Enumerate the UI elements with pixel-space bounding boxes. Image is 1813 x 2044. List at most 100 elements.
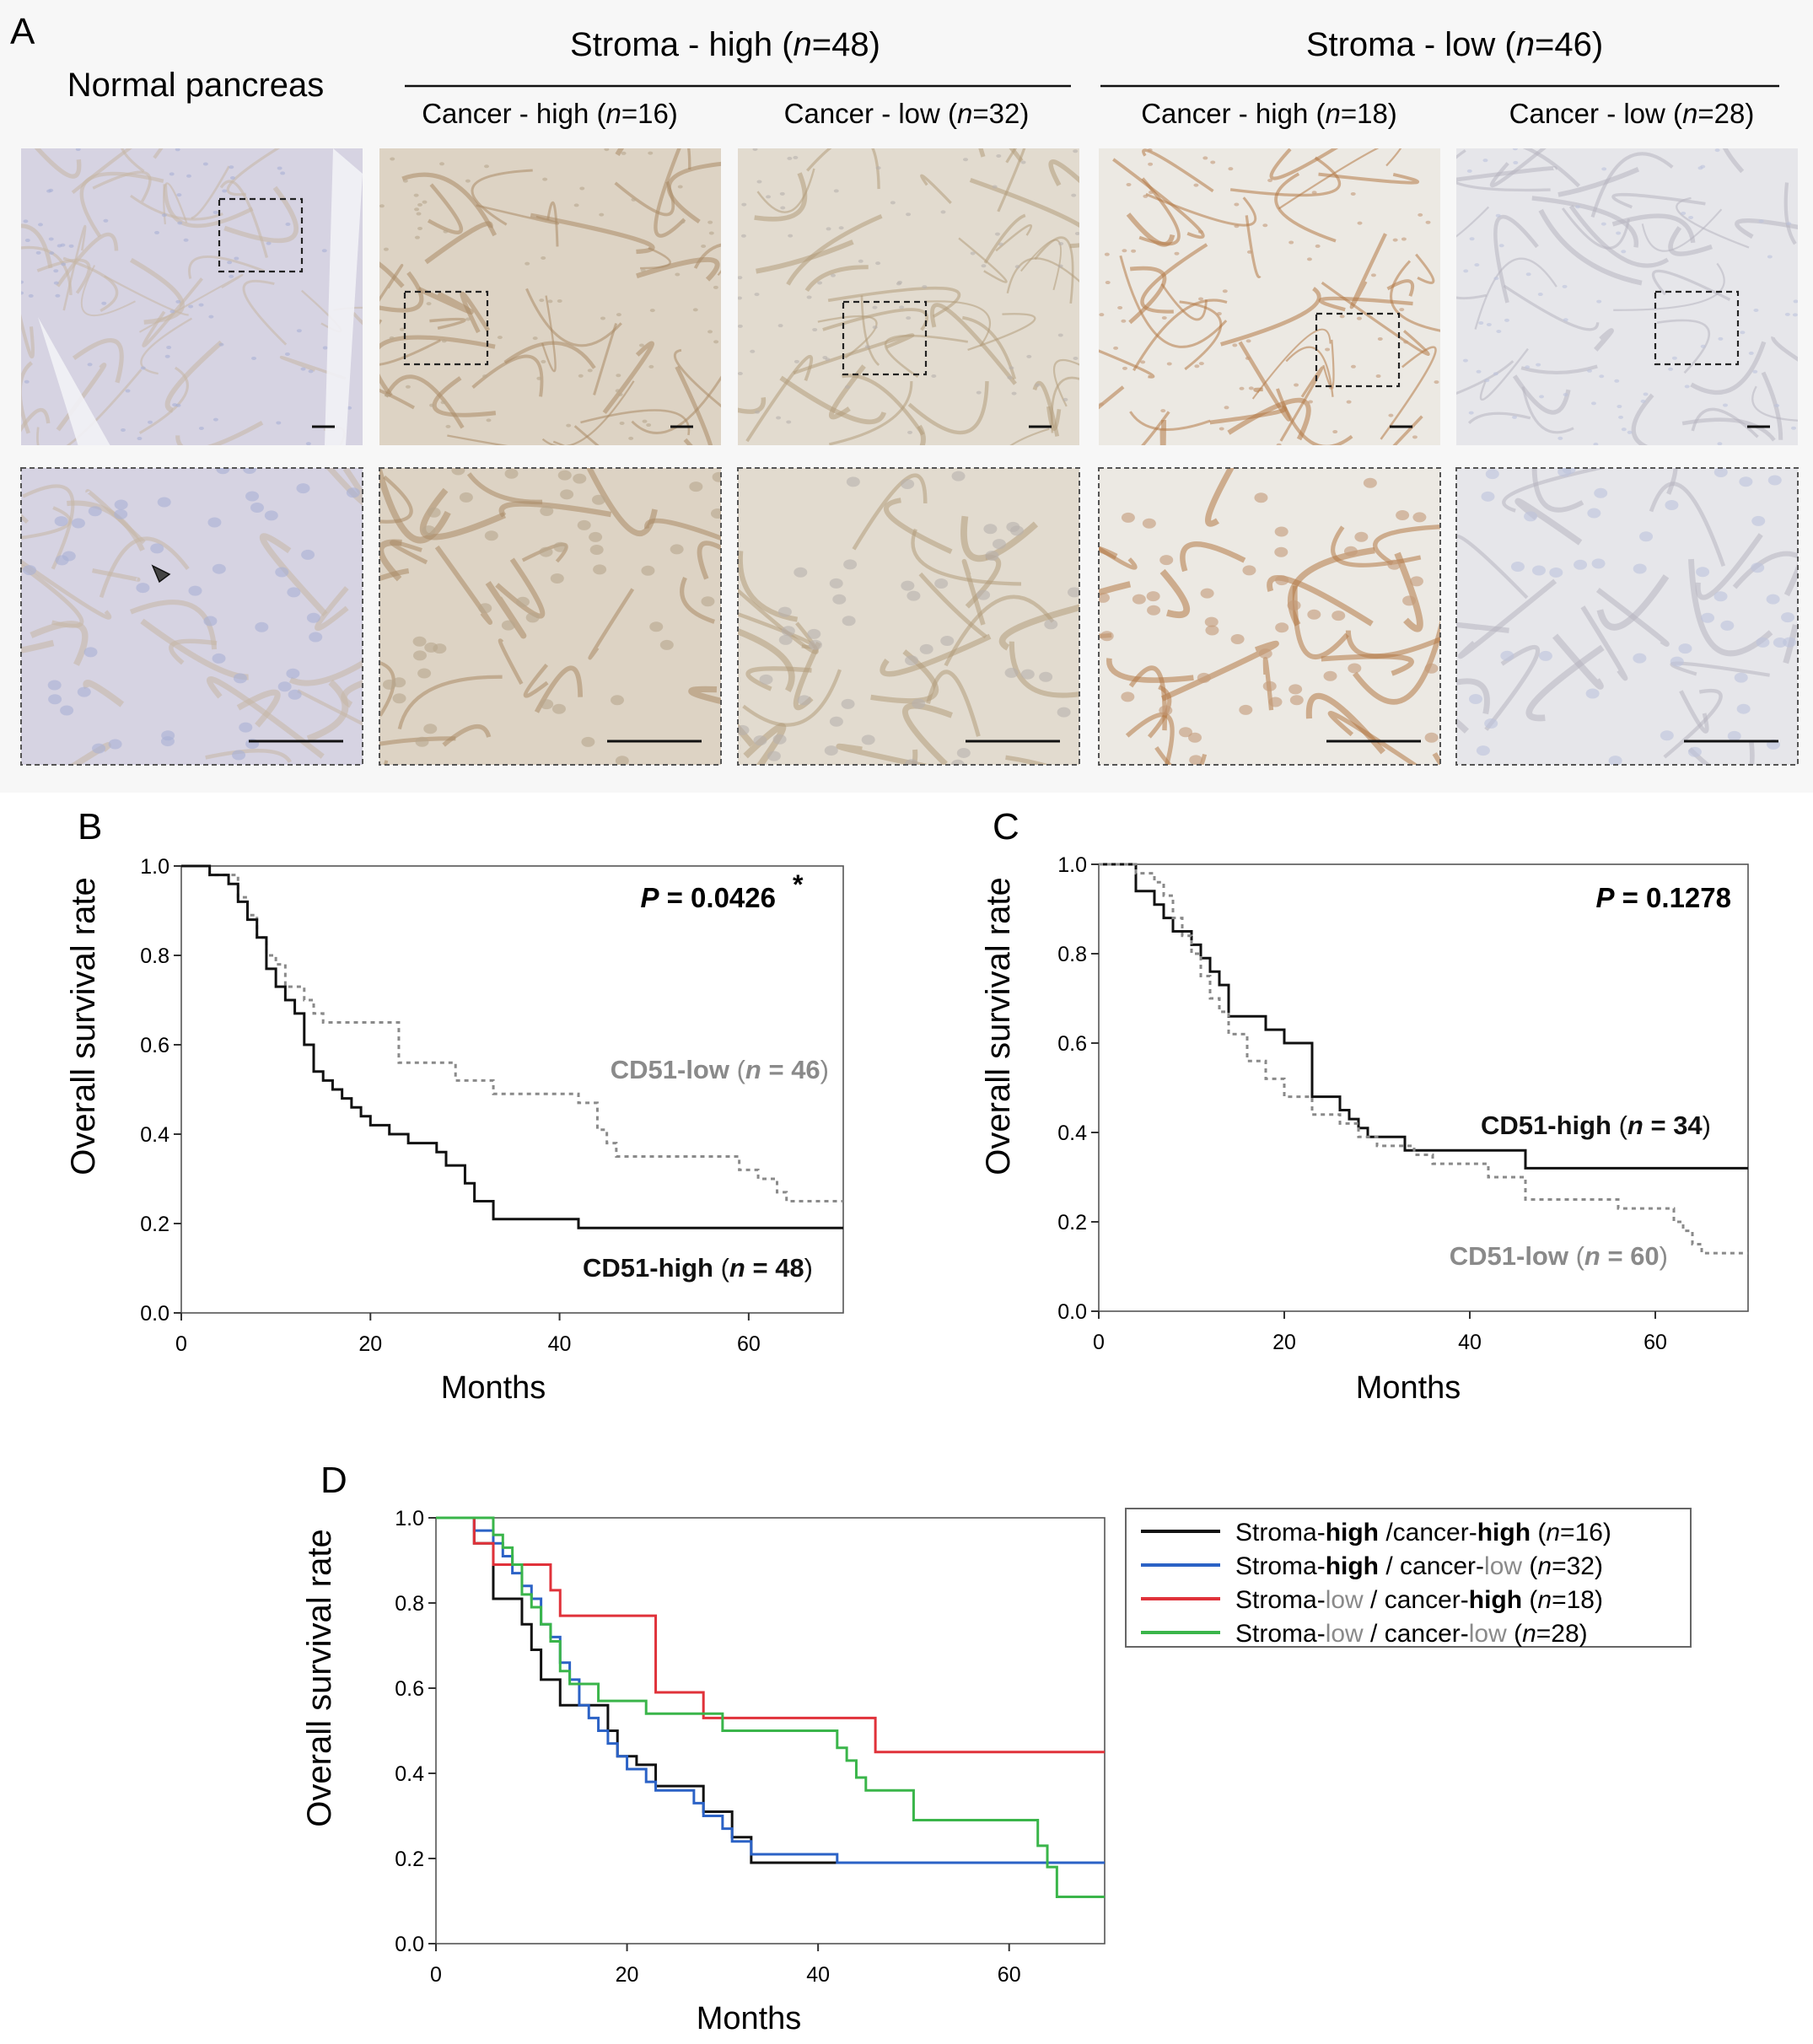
panel-d-letter: D [320,1460,347,1501]
high-mag-frame [379,467,722,766]
x-tick-label: 60 [1644,1331,1667,1354]
zoom-region-box [403,290,489,366]
high-mag-frame [737,467,1080,766]
panel-c-legend-cd51-low: CD51-low (n = 60) [1450,1241,1668,1271]
panel-c-p-value: P = 0.1278 [1595,882,1731,913]
legend-entry-3: Stroma-low / cancer-high (n=18) [1235,1586,1603,1614]
panel-a-histology: A Normal pancreas Stroma - high (n=48) S… [0,0,1813,793]
zoom-region-box [842,300,928,376]
x-tick-label: 0 [430,1963,442,1987]
panel-d-kaplan-meier: D 0 20 40 60 0.0 0.2 0.4 0.6 0.8 1.0 Overall surv… [301,1460,1692,2036]
micrograph-grid [20,148,1799,766]
survival-curve-2 [1099,863,1748,1255]
panel-c-ticks: 0 20 40 60 0.0 0.2 0.4 0.6 0.8 1.0 [1057,853,1667,1354]
panel-d-ticks: 0 20 40 60 0.0 0.2 0.4 0.6 0.8 1.0 [395,1507,1020,1987]
micrograph-stroma-low-cancer-low-low-mag [1456,148,1798,445]
panel-b-ticks: 0 20 40 60 0.0 0.2 0.4 0.6 0.8 1.0 [140,855,761,1356]
panel-b-plot-frame [180,865,844,1314]
survival-curve-2 [436,1516,1105,1864]
panel-b-p-value: P = 0.0426 [640,882,776,913]
panel-b-letter: B [78,806,102,847]
arrowhead-marker [151,564,171,584]
micrograph-stroma-high-cancer-high-low-mag [379,148,721,445]
micrograph-stroma-high-cancer-high-high-mag [379,467,722,766]
micrograph-stroma-low-cancer-high-high-mag [1098,467,1441,766]
panel-b-curves [181,864,843,1229]
high-mag-frame [1455,467,1799,766]
panel-b-y-axis-label: Overall survival rate [65,877,102,1175]
micrograph-normal-low-mag [21,148,363,445]
y-tick-label: 0.6 [1057,1032,1087,1056]
panel-d-x-axis-label: Months [697,2001,802,2036]
panel-a-letter: A [10,11,35,52]
high-mag-frame [20,467,363,766]
panel-b-significance-star: * [793,869,804,900]
y-tick-label: 0.0 [140,1302,169,1326]
panel-d-plot-frame [435,1517,1106,1944]
stroma-high-title: Stroma - high (n=48) [570,26,880,63]
panel-c-curves [1099,863,1748,1255]
y-tick-label: 1.0 [395,1507,424,1530]
x-tick-label: 0 [175,1332,187,1356]
survival-curve-1 [1099,863,1748,1170]
x-tick-label: 40 [1458,1331,1482,1354]
column-label-3: Cancer - high (n=18) [1141,98,1397,129]
y-tick-label: 1.0 [1057,853,1087,877]
survival-curve-4 [436,1516,1105,1898]
legend-entry-1: Stroma-high /cancer-high (n=16) [1235,1519,1611,1546]
panel-c-y-axis-label: Overall survival rate [980,877,1017,1175]
y-tick-label: 0.8 [1057,943,1087,966]
survival-curve-1 [181,864,843,1202]
panel-b-x-axis-label: Months [441,1370,546,1406]
y-tick-label: 0.2 [140,1213,169,1236]
x-tick-label: 60 [737,1332,761,1356]
x-tick-label: 20 [358,1332,382,1356]
panel-b-kaplan-meier: B 0 20 40 60 0.0 0.2 0.4 0.6 0.8 1.0 Overall surv… [65,806,844,1406]
panel-c-letter: C [993,806,1019,847]
panel-b-legend-cd51-high: CD51-high (n = 48) [583,1253,813,1283]
y-tick-label: 0.6 [140,1034,169,1057]
normal-pancreas-label: Normal pancreas [67,67,325,104]
micrograph-stroma-low-cancer-high-low-mag [1099,148,1440,445]
x-tick-label: 20 [616,1963,639,1987]
panel-c-plot-frame [1098,863,1749,1312]
legend-entry-4: Stroma-low / cancer-low (n=28) [1235,1620,1588,1648]
panel-c-kaplan-meier: C 0 20 40 60 0.0 0.2 0.4 0.6 0.8 1.0 Overall surv… [980,806,1749,1406]
y-tick-label: 1.0 [140,855,169,879]
zoom-region-box [1654,290,1740,366]
y-tick-label: 0.6 [395,1677,424,1701]
survival-curve-3 [436,1516,1105,1754]
y-tick-label: 0.4 [1057,1122,1087,1145]
micrograph-stroma-high-cancer-low-low-mag [738,148,1079,445]
x-tick-label: 40 [548,1332,572,1356]
y-tick-label: 0.4 [140,1123,169,1147]
zoom-region-box [218,197,304,273]
y-tick-label: 0.0 [395,1933,424,1956]
column-label-2: Cancer - low (n=32) [784,98,1030,129]
panel-d-curves [436,1516,1105,1898]
survival-curve-1 [436,1516,1105,1864]
panel-c-x-axis-label: Months [1356,1370,1461,1406]
zoom-region-box [1315,312,1401,388]
legend-entry-2: Stroma-high / cancer-low (n=32) [1235,1552,1603,1580]
x-tick-label: 20 [1272,1331,1296,1354]
column-label-4: Cancer - low (n=28) [1509,98,1755,129]
x-tick-label: 60 [998,1963,1021,1987]
y-tick-label: 0.0 [1057,1300,1087,1324]
survival-curve-2 [181,864,843,1229]
panel-d-legend: Stroma-high /cancer-high (n=16) Stroma-hi… [1125,1508,1692,1648]
y-tick-label: 0.4 [395,1762,424,1786]
high-mag-frame [1098,467,1441,766]
micrograph-stroma-high-cancer-low-high-mag [737,467,1080,766]
micrograph-normal-high-mag [20,467,363,766]
micrograph-stroma-low-cancer-low-high-mag [1455,467,1799,766]
y-tick-label: 0.2 [1057,1211,1087,1234]
y-tick-label: 0.8 [395,1592,424,1616]
stroma-low-title: Stroma - low (n=46) [1306,26,1603,63]
panel-d-y-axis-label: Overall survival rate [301,1529,338,1826]
panel-c-legend-cd51-high: CD51-high (n = 34) [1481,1111,1711,1140]
x-tick-label: 0 [1093,1331,1105,1354]
x-tick-label: 40 [806,1963,830,1987]
y-tick-label: 0.8 [140,944,169,968]
y-tick-label: 0.2 [395,1848,424,1871]
